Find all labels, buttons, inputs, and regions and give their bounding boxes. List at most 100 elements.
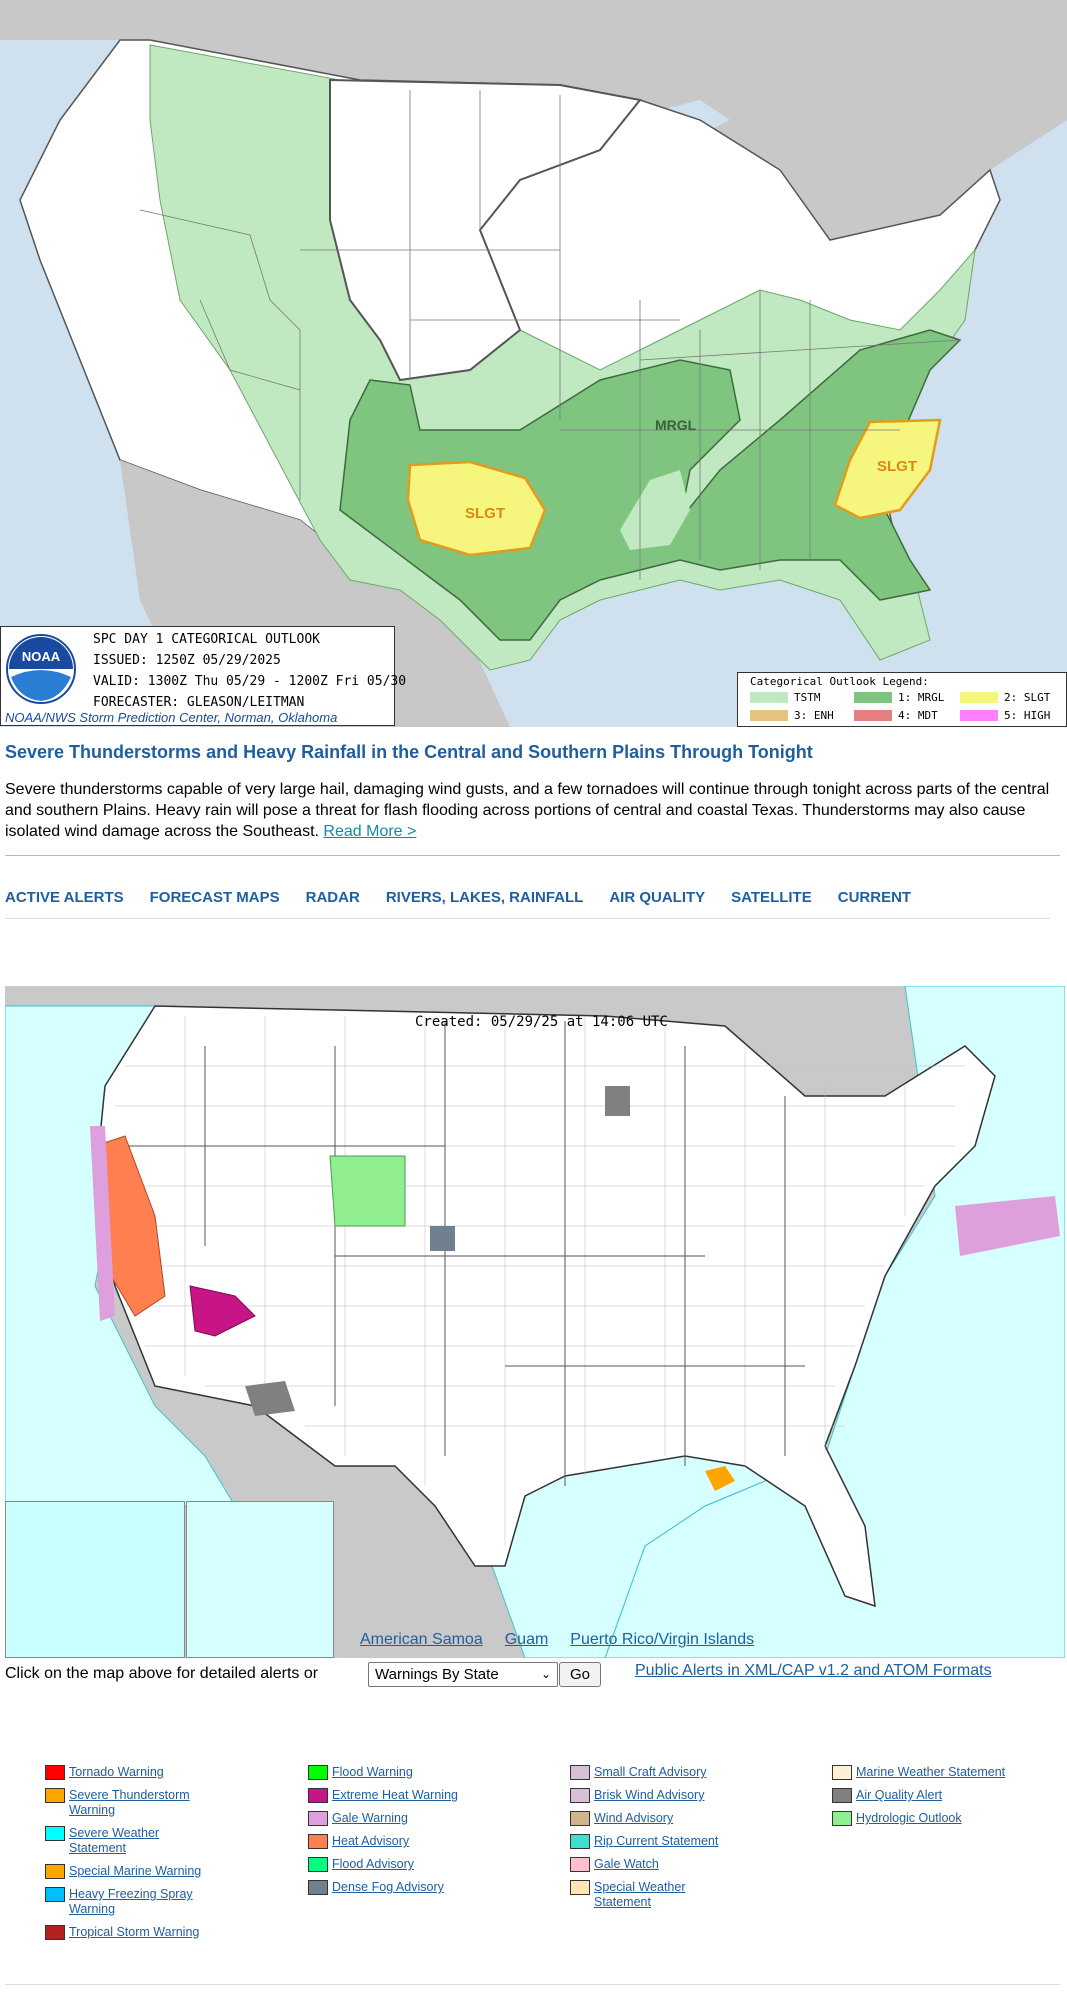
guam-link[interactable]: Guam [504,1631,549,1648]
puerto-rico-link[interactable]: Puerto Rico/Virgin Islands [570,1631,755,1648]
american-samoa-link[interactable]: American Samoa [360,1631,483,1648]
key-label[interactable]: Flood Advisory [332,1857,414,1871]
key-item-hydrologic-outlook[interactable]: Hydrologic Outlook [832,1811,1062,1826]
key-swatch [45,1887,65,1902]
tstm-gap [329,78,642,382]
key-item-flood-advisory[interactable]: Flood Advisory [308,1857,538,1872]
warnings-by-state-select[interactable]: Warnings By State ⌄ [368,1662,558,1687]
key-label[interactable]: Tornado Warning [69,1765,164,1779]
key-label[interactable]: Rip Current Statement [594,1834,719,1848]
legend-item-enh: 3: ENH [750,709,834,722]
legend-item-mrgl: 1: MRGL [854,691,944,704]
key-item-marine-weather-statement[interactable]: Marine Weather Statement [832,1765,1062,1780]
key-item-special-marine-warning[interactable]: Special Marine Warning [45,1864,275,1879]
nav-air-quality[interactable]: AIR QUALITY [609,889,706,906]
key-item-wind-advisory[interactable]: Wind Advisory [570,1811,800,1826]
key-item-special-weather-statement[interactable]: Special Weather Statement [570,1880,800,1910]
alaska-inset[interactable] [5,1501,185,1658]
key-item-dense-fog-advisory[interactable]: Dense Fog Advisory [308,1880,538,1895]
outlook-legend: Categorical Outlook Legend: TSTM 1: MRGL… [737,672,1067,727]
key-label[interactable]: Extreme Heat Warning [332,1788,458,1802]
key-item-flood-warning[interactable]: Flood Warning [308,1765,538,1780]
nav-active-alerts[interactable]: ACTIVE ALERTS [5,889,124,906]
key-item-tornado-warning[interactable]: Tornado Warning [45,1765,275,1780]
nav-current[interactable]: CURRENT [837,889,912,906]
tstm-pocket [620,470,690,550]
key-label[interactable]: Marine Weather Statement [856,1765,1006,1779]
select-value: Warnings By State [375,1666,499,1683]
key-swatch [308,1857,328,1872]
controls-prompt: Click on the map above for detailed aler… [5,1665,319,1682]
summary-text: Severe thunderstorms capable of very lar… [5,779,1060,842]
key-item-heat-advisory[interactable]: Heat Advisory [308,1834,538,1849]
legend-swatch [960,692,998,703]
key-label[interactable]: Heavy Freezing Spray Warning [69,1887,193,1916]
key-item-brisk-wind-advisory[interactable]: Brisk Wind Advisory [570,1788,800,1803]
key-label[interactable]: Gale Watch [594,1857,659,1871]
air-quality-alert-az [245,1381,295,1416]
alert-key: Tornado Warning Severe Thunderstorm Warn… [45,1765,1055,1955]
spc-valid: VALID: 1300Z Thu 05/29 - 1200Z Fri 05/30 [93,674,407,689]
key-label[interactable]: Severe Thunderstorm Warning [69,1788,190,1817]
key-item-severe-thunderstorm-warning[interactable]: Severe Thunderstorm Warning [45,1788,275,1818]
alert-controls: Click on the map above for detailed aler… [5,1662,1065,1692]
legend-item-slgt: 2: SLGT [960,691,1050,704]
spc-issued: ISSUED: 1250Z 05/29/2025 [93,653,281,668]
slgt-east-map-label: SLGT [877,458,917,475]
divider [5,918,1050,919]
nav-rivers-lakes-rainfall[interactable]: RIVERS, LAKES, RAINFALL [385,889,584,906]
key-label[interactable]: Special Marine Warning [69,1864,202,1878]
key-label[interactable]: Wind Advisory [594,1811,674,1825]
key-label[interactable]: Heat Advisory [332,1834,410,1848]
nav-forecast-maps[interactable]: FORECAST MAPS [149,889,280,906]
nav-radar[interactable]: RADAR [305,889,360,906]
key-item-gale-watch[interactable]: Gale Watch [570,1857,800,1872]
cap-formats-link[interactable]: Public Alerts in XML/CAP v1.2 and ATOM F… [635,1662,992,1679]
key-label[interactable]: Air Quality Alert [856,1788,943,1802]
spc-forecaster: FORECASTER: GLEASON/LEITMAN [93,695,305,710]
key-swatch [308,1834,328,1849]
canada-land [0,0,1067,240]
key-item-tropical-storm-warning[interactable]: Tropical Storm Warning [45,1925,275,1940]
key-item-extreme-heat-warning[interactable]: Extreme Heat Warning [308,1788,538,1803]
key-swatch [570,1765,590,1780]
key-item-rip-current-statement[interactable]: Rip Current Statement [570,1834,800,1849]
key-label[interactable]: Special Weather Statement [594,1880,686,1909]
key-item-small-craft-advisory[interactable]: Small Craft Advisory [570,1765,800,1780]
slgt-west-area [406,460,547,557]
key-swatch [45,1826,65,1841]
read-more-link[interactable]: Read More > [323,823,417,840]
spc-credit: NOAA/NWS Storm Prediction Center, Norman… [5,710,338,725]
key-item-severe-weather-statement[interactable]: Severe Weather Statement [45,1826,275,1856]
key-item-gale-warning[interactable]: Gale Warning [308,1811,538,1826]
key-label[interactable]: Brisk Wind Advisory [594,1788,705,1802]
territory-links: American Samoa Guam Puerto Rico/Virgin I… [360,1631,754,1649]
key-label[interactable]: Small Craft Advisory [594,1765,707,1779]
alerts-map[interactable]: Created: 05/29/25 at 14:06 UTC American … [5,986,1065,1658]
legend-swatch [854,710,892,721]
key-column-3: Small Craft Advisory Brisk Wind Advisory… [570,1765,800,1918]
headline-link[interactable]: Severe Thunderstorms and Heavy Rainfall … [5,742,813,762]
hawaii-inset[interactable] [186,1501,334,1658]
summary-body: Severe thunderstorms capable of very lar… [5,781,1050,840]
state-lines [125,1021,805,1486]
spc-outlook-map[interactable]: MRGL SLGT SLGT NOAA SPC DAY 1 CATEGORICA… [0,0,1067,727]
key-label[interactable]: Tropical Storm Warning [69,1925,200,1939]
key-swatch [308,1880,328,1895]
county-lines [105,1016,965,1546]
nav-satellite[interactable]: SATELLITE [731,889,812,906]
key-label[interactable]: Dense Fog Advisory [332,1880,444,1894]
key-swatch [570,1834,590,1849]
divider [5,1984,1060,1985]
key-label[interactable]: Gale Warning [332,1811,408,1825]
map-created-stamp: Created: 05/29/25 at 14:06 UTC [415,1014,668,1030]
key-item-air-quality-alert[interactable]: Air Quality Alert [832,1788,1062,1803]
extreme-heat-warning-az [189,1285,256,1337]
key-label[interactable]: Flood Warning [332,1765,413,1779]
key-label[interactable]: Hydrologic Outlook [856,1811,962,1825]
key-label[interactable]: Severe Weather Statement [69,1826,160,1855]
legend-item-mdt: 4: MDT [854,709,938,722]
go-button[interactable]: Go [559,1662,601,1687]
key-item-heavy-freezing-spray-warning[interactable]: Heavy Freezing Spray Warning [45,1887,275,1917]
key-swatch [45,1864,65,1879]
